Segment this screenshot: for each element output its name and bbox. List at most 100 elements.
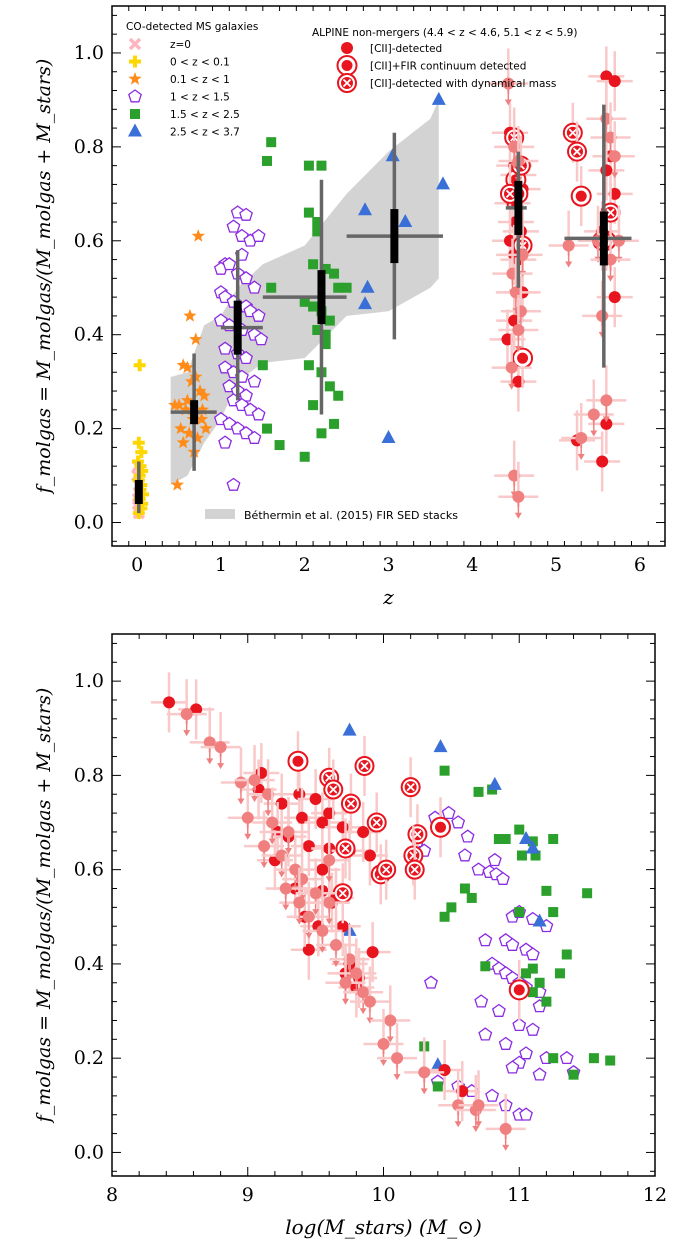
point-ul [498, 461, 539, 519]
legend-co-item: z=0 [170, 39, 191, 51]
series-xcircle [319, 735, 428, 924]
point-square [561, 949, 572, 960]
point-square [320, 263, 331, 274]
point-pentagon [525, 947, 540, 961]
point-ul [548, 210, 589, 268]
point-ring [508, 959, 530, 1020]
point-xcircle [400, 757, 421, 818]
y-axis-label: f_molgas = M_molgas/(M_molgas + M_stars) [33, 688, 55, 1125]
x-tick-label: 3 [382, 554, 394, 576]
point-ul [491, 332, 532, 390]
point-pentagon [487, 852, 502, 867]
point-circle [151, 672, 188, 733]
series-ul [166, 679, 526, 1151]
point-square [605, 1055, 616, 1066]
point-ul [166, 679, 207, 737]
x-tick-label: 1 [215, 554, 227, 576]
point-circle [297, 768, 334, 829]
legend-icon-circle [341, 42, 353, 54]
binned-mean [220, 250, 263, 401]
point-ul [252, 787, 293, 845]
x-tick-label: 6 [634, 554, 646, 576]
binned-mean [505, 151, 527, 288]
point-square [439, 765, 450, 776]
legend-icon-x [128, 37, 142, 51]
y-tick-label: 0.6 [74, 859, 104, 881]
point-pentagon [251, 308, 266, 322]
binned-mean [564, 104, 632, 368]
point-triangle [398, 214, 413, 227]
point-pentagon [505, 937, 520, 951]
series-square [257, 137, 352, 462]
point-ul [573, 379, 614, 437]
y-tick-label: 1.0 [74, 670, 104, 692]
point-pentagon [222, 256, 237, 271]
point-star [183, 308, 197, 322]
point-pentagon [471, 862, 486, 876]
point-square [324, 381, 335, 392]
point-square [432, 1081, 443, 1092]
x-tick-label: 0 [131, 554, 143, 576]
series-pentagon [213, 205, 269, 491]
point-pentagon [251, 407, 266, 421]
point-square [308, 400, 319, 411]
point-pentagon [239, 207, 253, 221]
point-square [303, 360, 314, 371]
point-pentagon [532, 1067, 547, 1081]
series-ring [287, 731, 530, 1020]
point-square [329, 418, 340, 429]
y-tick-label: 1.0 [74, 42, 104, 64]
legend-icon-pentagon [128, 89, 142, 103]
point-star [168, 398, 182, 411]
point-square [521, 968, 532, 979]
point-pentagon [505, 1060, 520, 1074]
legend-alpine-item: [CII]-detected with dynamical mass [370, 78, 556, 90]
point-square [274, 440, 285, 451]
point-pentagon [491, 1003, 506, 1017]
point-square [308, 259, 319, 270]
point-xcircle [335, 818, 356, 879]
point-square [320, 339, 331, 350]
y-tick-label: 0.8 [74, 764, 104, 786]
y-tick-label: 0.2 [74, 1047, 104, 1069]
point-pentagon [247, 430, 262, 444]
point-square [466, 892, 477, 903]
point-triangle [532, 913, 547, 927]
series-triangle [358, 91, 450, 443]
x-tick-label: 8 [106, 1184, 118, 1206]
legend-icon-plus [129, 55, 141, 68]
point-triangle [358, 296, 373, 310]
point-ul [244, 811, 285, 869]
point-xcircle [376, 839, 397, 900]
legend-alpine-title: ALPINE non-mergers (4.4 < z < 4.6, 5.1 <… [312, 27, 577, 39]
point-ul [494, 440, 535, 498]
binned-mean [262, 179, 347, 415]
point-ul [343, 957, 384, 1015]
point-star [184, 374, 199, 388]
point-square [554, 968, 565, 979]
x-axis-label: z [382, 585, 394, 609]
point-square [516, 850, 527, 861]
point-square [568, 1069, 579, 1080]
point-square [534, 977, 545, 988]
point-ul [265, 853, 306, 911]
point-pentagon [247, 374, 262, 388]
point-pentagon [559, 1050, 574, 1065]
point-triangle [360, 279, 375, 293]
point-triangle [435, 176, 450, 190]
point-pentagon [512, 1017, 527, 1032]
point-square [329, 268, 340, 279]
point-ul [488, 48, 529, 106]
point-square [514, 824, 525, 835]
point-ul [494, 111, 535, 169]
point-ring [287, 731, 309, 792]
bottom-panel: 8 9 10 11 12 0.0 0.2 0.4 0.6 0.8 1.0 log(M_stars) (… [33, 633, 667, 1239]
point-pentagon [478, 932, 493, 947]
point-star [182, 426, 196, 439]
point-square [303, 160, 314, 171]
point-star [170, 478, 184, 491]
point-star [195, 402, 210, 416]
point-triangle [358, 202, 373, 216]
point-square [548, 834, 559, 845]
point-plus [135, 446, 148, 459]
